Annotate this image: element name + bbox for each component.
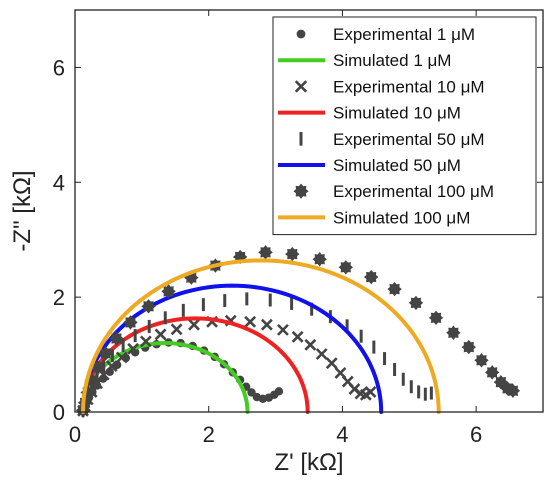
data-point (141, 299, 156, 314)
series-line (81, 258, 441, 414)
legend-label: Simulated 100 μM (333, 208, 470, 227)
data-point (244, 315, 257, 328)
x-tick-label: 6 (470, 422, 482, 447)
y-tick-label: 4 (53, 170, 65, 195)
data-point (505, 383, 521, 398)
data-point (274, 387, 284, 396)
data-point (188, 318, 200, 331)
data-point (461, 339, 476, 355)
data-point (325, 357, 338, 370)
data-point (428, 310, 444, 326)
data-point (484, 365, 500, 380)
legend-label: Experimental 50 μM (333, 130, 485, 149)
legend-label: Experimental 100 μM (333, 182, 494, 201)
data-point (312, 252, 327, 267)
axes-frame (74, 9, 544, 413)
data-point (115, 351, 128, 364)
data-point (315, 348, 328, 360)
data-point (387, 281, 402, 297)
legend-box (272, 16, 537, 236)
series-7 (81, 258, 441, 414)
legend: Experimental 1 μM Simulated 1 μM Experimen… (272, 16, 537, 236)
legend-entry: Experimental 50 μM (299, 130, 485, 149)
legend-marker-swatch (296, 29, 306, 39)
x-tick-label: 2 (203, 422, 215, 447)
data-point (154, 328, 167, 341)
x-tick-label: 4 (336, 422, 348, 447)
data-point (446, 325, 461, 340)
legend-entry: Simulated 10 μM (278, 104, 461, 123)
data-point (109, 331, 124, 346)
data-point (364, 385, 377, 398)
data-point (304, 338, 317, 351)
y-tick-label: 0 (53, 400, 65, 425)
y-axis-label: -Z" [kΩ] (9, 170, 36, 251)
y-tick-label: 2 (53, 285, 65, 310)
legend-label: Simulated 10 μM (333, 104, 461, 123)
data-point (98, 346, 113, 361)
data-point (170, 323, 183, 336)
legend-entry: Experimental 10 μM (294, 77, 485, 96)
data-point (285, 246, 300, 262)
legend-entries: Experimental 1 μM Simulated 1 μM Experimen… (278, 25, 494, 227)
x-axis-label: Z' [kΩ] (274, 449, 343, 476)
legend-entry: Simulated 100 μM (278, 208, 470, 227)
data-point (363, 269, 379, 285)
data-point (408, 295, 424, 311)
data-point (474, 353, 489, 368)
data-point (123, 315, 138, 330)
data-point (258, 245, 273, 260)
legend-entry: Experimental 100 μM (293, 182, 494, 201)
legend-marker-swatch (293, 183, 309, 199)
data-point (139, 335, 152, 348)
data-point (291, 330, 304, 343)
data-point (127, 342, 140, 355)
legend-entry: Simulated 1 μM (278, 51, 451, 70)
ticks-layer: 0 2 4 6 0 2 4 6 (53, 10, 543, 447)
legend-marker-swatch (294, 80, 308, 93)
legend-entry: Simulated 50 μM (278, 156, 461, 175)
legend-label: Simulated 1 μM (333, 51, 451, 70)
data-point (260, 318, 273, 331)
legend-label: Experimental 10 μM (333, 77, 485, 96)
legend-label: Simulated 50 μM (333, 156, 461, 175)
data-point (338, 260, 353, 275)
y-tick-label: 6 (53, 55, 65, 80)
legend-label: Experimental 1 μM (333, 25, 475, 44)
data-point (161, 284, 176, 299)
series-layer (75, 245, 521, 418)
x-tick-label: 0 (69, 422, 81, 447)
data-point (105, 360, 118, 372)
data-point (277, 323, 289, 336)
legend-entry: Experimental 1 μM (296, 25, 475, 44)
